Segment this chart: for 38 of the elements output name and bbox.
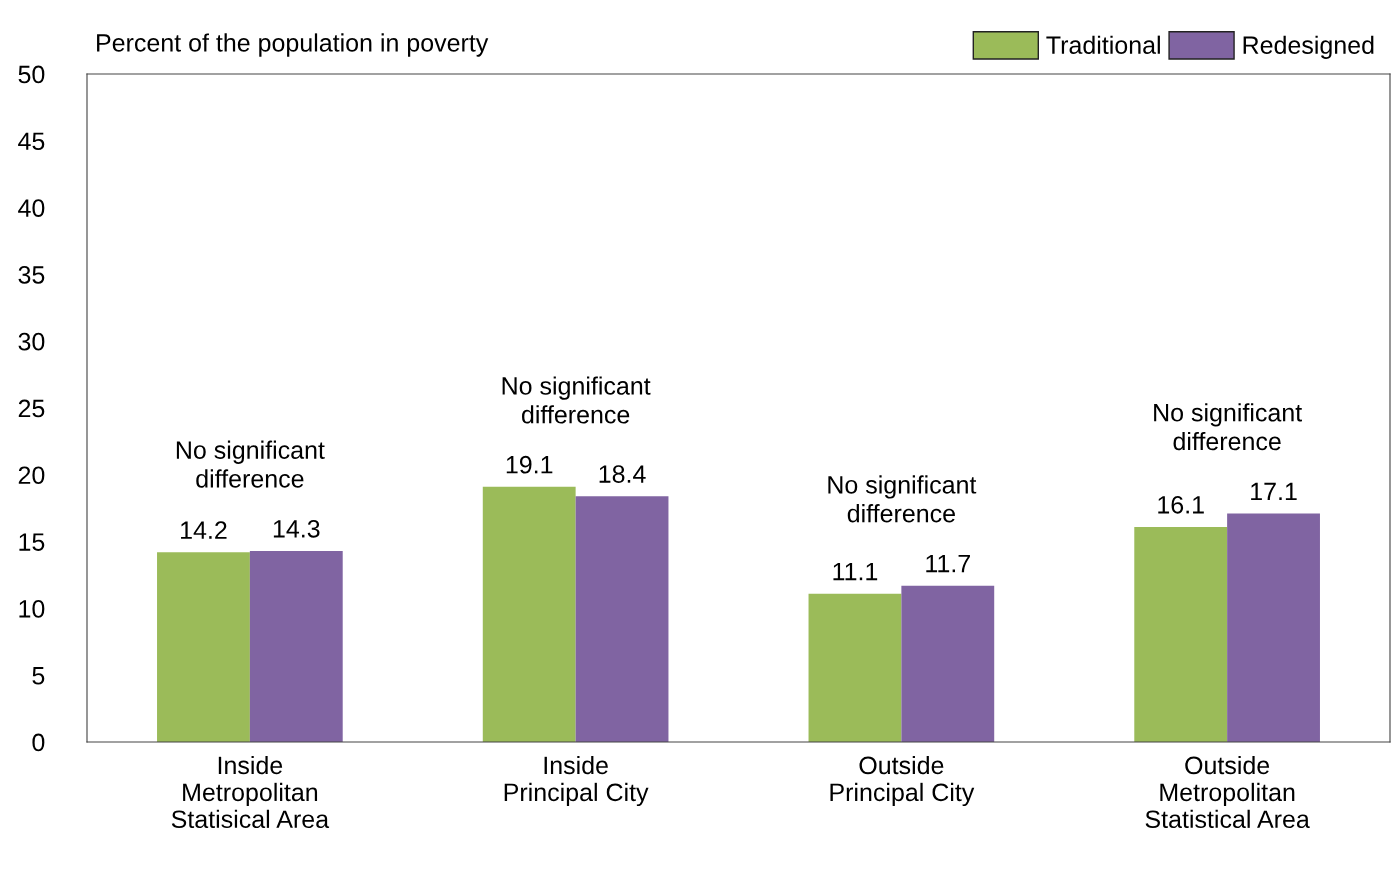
- x-tick-label: Inside Principal City: [504, 755, 649, 807]
- data-label: 11.1: [833, 562, 878, 581]
- y-tick-label: 15: [19, 533, 45, 551]
- legend-label: Redesigned: [1243, 35, 1374, 59]
- data-label: 11.7: [926, 554, 970, 573]
- y-tick-label: 35: [18, 266, 45, 284]
- bar: [808, 593, 902, 742]
- data-label: 14.2: [181, 521, 227, 539]
- bar: [575, 496, 669, 742]
- y-tick-label: 0: [32, 733, 45, 752]
- bar: [901, 585, 995, 742]
- x-tick-label: Inside Metropolitan Statisical Area: [171, 755, 330, 829]
- data-label: 19.1: [506, 455, 553, 474]
- y-tick-label: 25: [18, 399, 45, 418]
- annotation: No significant difference: [502, 376, 651, 424]
- y-tick-label: 40: [18, 199, 45, 217]
- bar: [1227, 513, 1320, 742]
- bar: [1134, 526, 1228, 742]
- y-tick-label: 20: [18, 466, 45, 485]
- annotation: No significant difference: [176, 440, 325, 488]
- data-label: 18.4: [599, 465, 646, 483]
- y-tick-label: 50: [18, 65, 45, 84]
- bar: [157, 552, 250, 742]
- data-label: 17.1: [1251, 482, 1297, 501]
- bar: [249, 550, 343, 742]
- y-tick-label: 10: [19, 600, 45, 618]
- bar: [482, 486, 576, 742]
- legend-label: Traditional: [1046, 35, 1160, 54]
- data-label: 14.3: [273, 519, 320, 538]
- annotation: No significant difference: [828, 475, 977, 523]
- y-tick-label: 5: [32, 667, 45, 685]
- annotation: No significant difference: [1154, 403, 1302, 451]
- y-tick-label: 45: [18, 132, 45, 151]
- y-axis-title: Percent of the population in poverty: [97, 33, 489, 57]
- y-tick-label: 30: [18, 332, 45, 351]
- x-tick-label: Outside Metropolitan Statistical Area: [1145, 755, 1310, 829]
- x-tick-label: Outside Principal City: [830, 755, 975, 807]
- data-label: 16.1: [1158, 495, 1204, 514]
